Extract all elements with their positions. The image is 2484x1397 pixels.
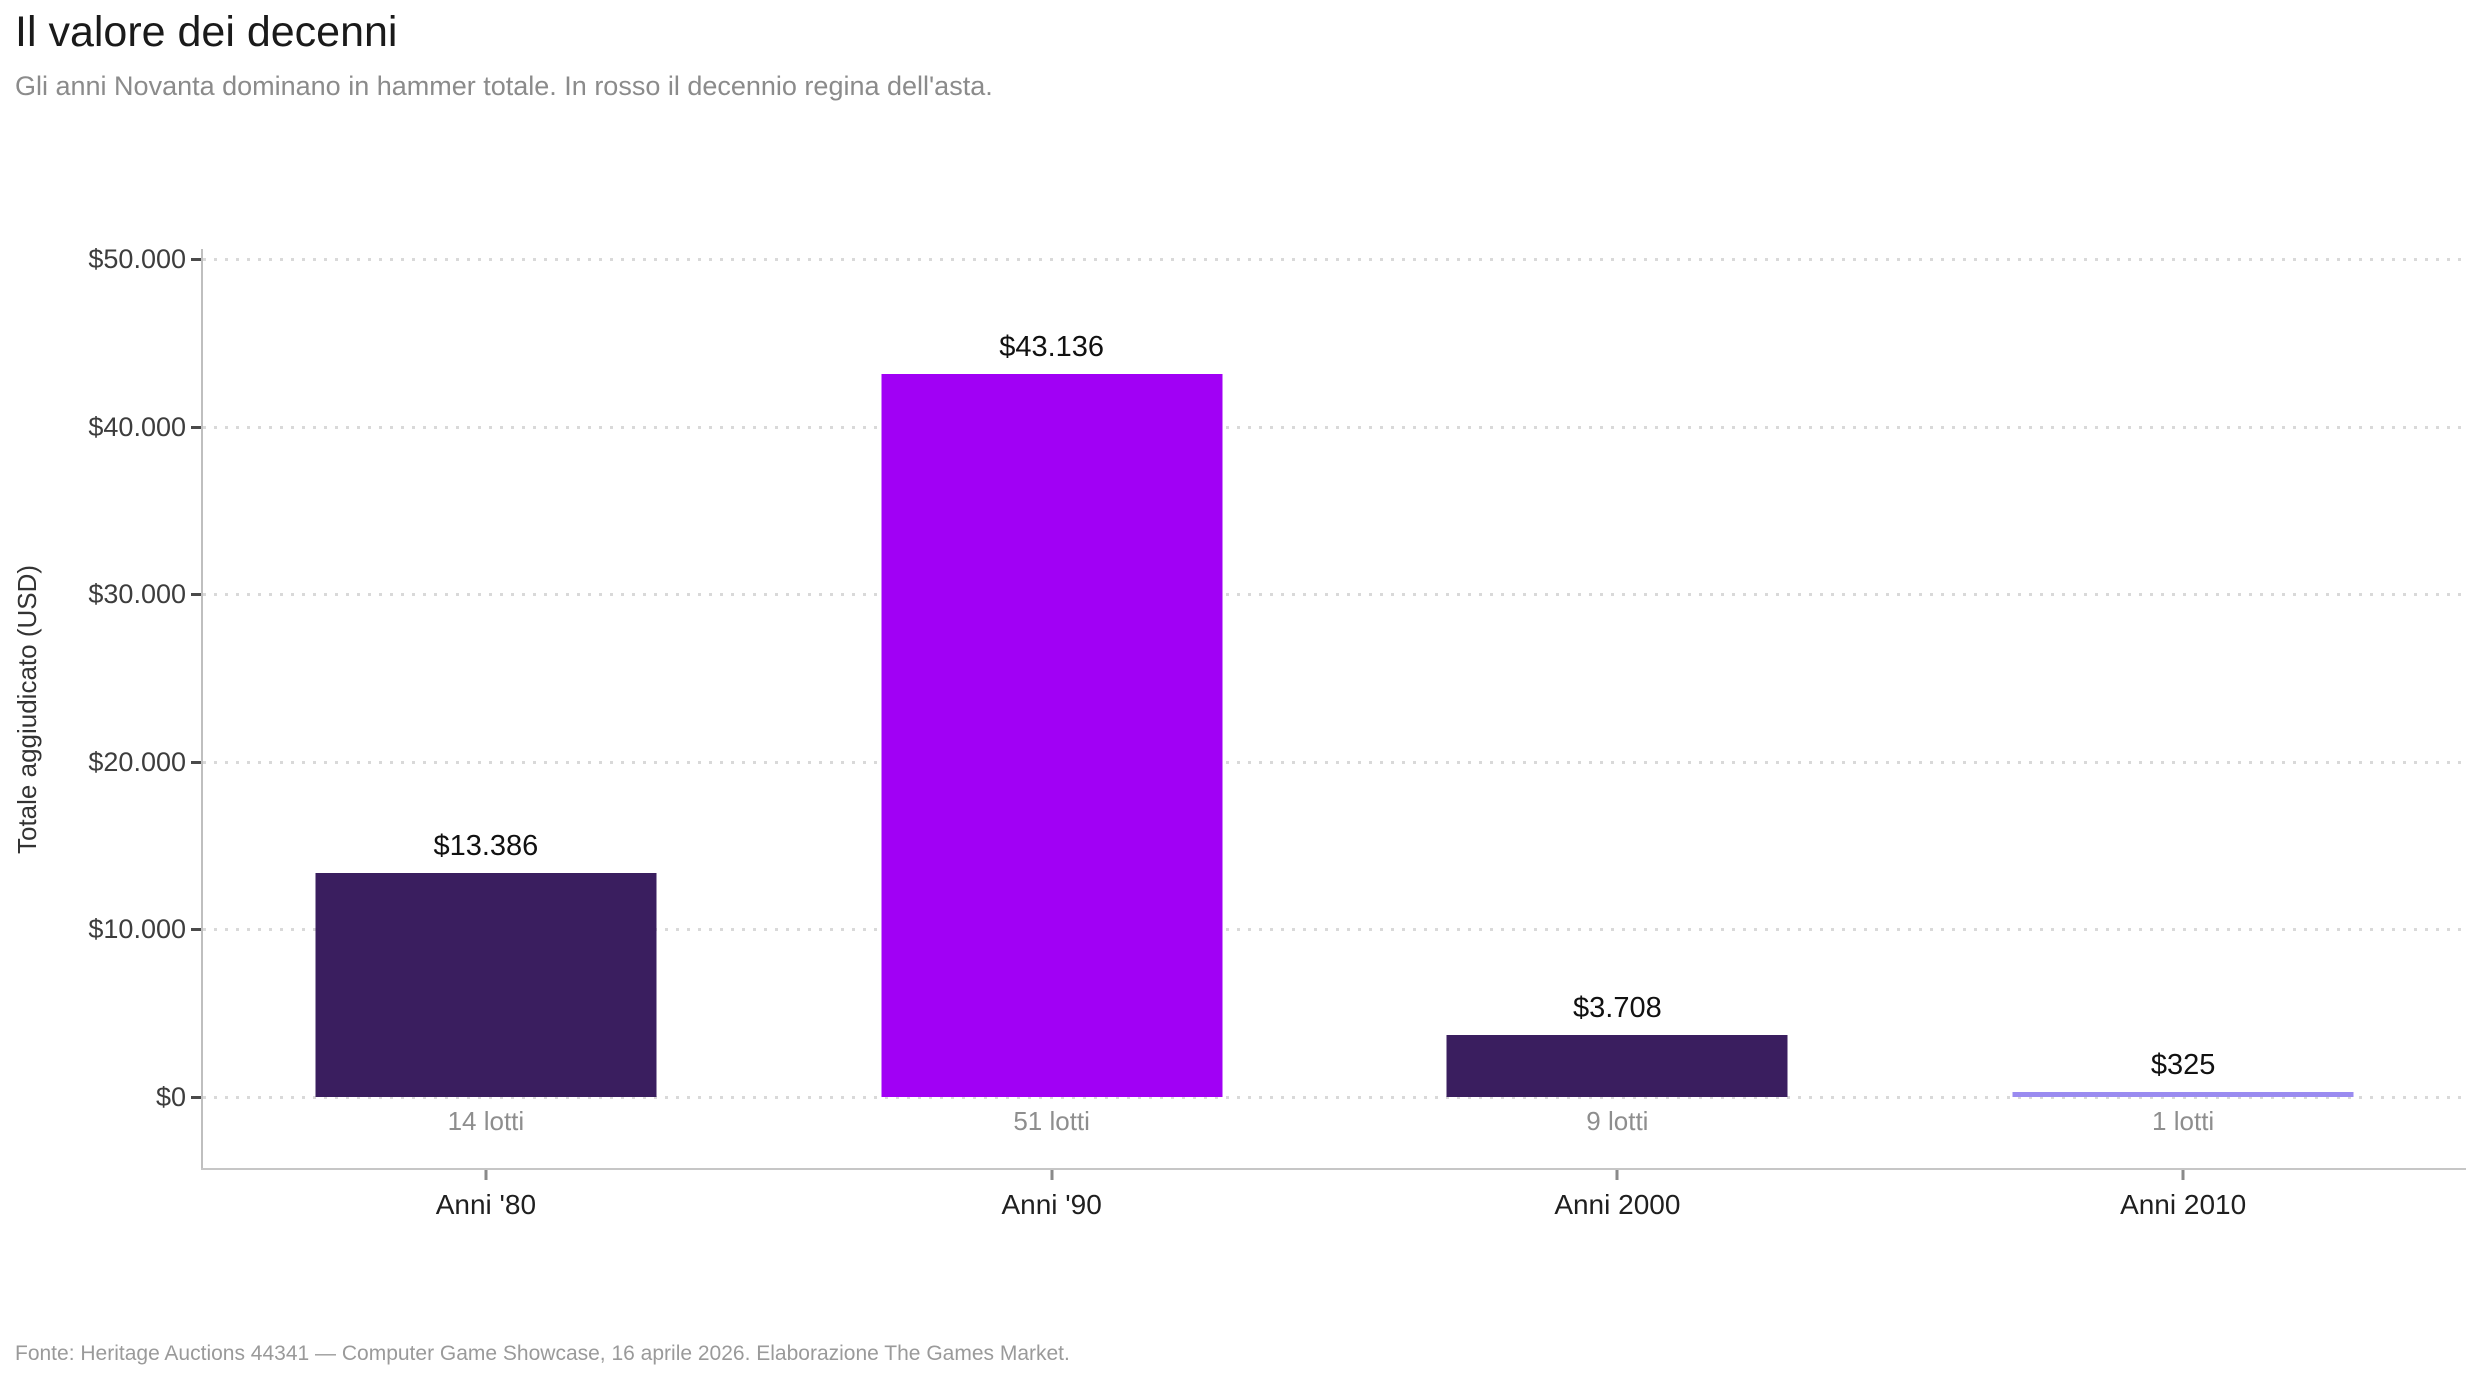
lot-count-label: 1 lotti [2152,1106,2215,1136]
bar-2 [881,374,1223,1097]
gridline [203,258,2464,261]
chart-header: Il valore dei decenni Gli anni Novanta d… [15,6,993,102]
y-tick-label: $0 [155,1082,186,1112]
bar-band: $325 1 lotti Anni 2010 [1900,249,2466,1220]
gridline [203,1096,2464,1099]
gridline [203,425,2464,429]
source-note: Fonte: Heritage Auctions 44341 — Compute… [15,1342,1070,1365]
bar-4 [2012,1092,2354,1097]
bar-value-label: $43.136 [999,331,1105,363]
category-label: Anni '80 [435,1189,537,1220]
y-axis-tick-mark [191,258,201,261]
y-tick-label: $30.000 [88,579,186,610]
category-label: Anni 2010 [2120,1189,2247,1220]
y-axis-tick-mark [191,593,201,597]
bar-3 [1446,1035,1788,1097]
y-tick-label: $20.000 [88,746,186,777]
bar-band: $13.386 14 lotti Anni '80 [203,249,769,1220]
gridline [203,928,2464,932]
bar-band: $43.136 51 lotti Anni '90 [769,249,1335,1220]
y-axis-line [201,249,203,1170]
category-label: Anni 2000 [1554,1189,1681,1220]
chart-subtitle: Gli anni Novanta dominano in hammer tota… [15,71,993,101]
bar-value-label: $13.386 [433,830,539,862]
gridline [203,760,2464,764]
y-axis-tick-mark [191,760,201,764]
bar-value-label: $3.708 [1573,992,1662,1024]
gridline [203,593,2464,597]
category-label: Anni '90 [1001,1189,1102,1220]
y-axis-tick-mark [191,1096,201,1099]
plot-area: $13.386 14 lotti Anni '80 $43.136 51 lotti An… [191,249,2466,1220]
y-axis-tick-mark [191,425,201,429]
lot-count-label: 9 lotti [1586,1106,1649,1136]
x-axis-tick-mark [484,1170,488,1180]
y-tick-label: $10.000 [88,914,186,945]
y-axis-tick-mark [191,928,201,932]
bar-band: $3.708 9 lotti Anni 2000 [1335,249,1901,1220]
lot-count-label: 14 lotti [447,1106,525,1136]
bar-value-label: $325 [2150,1049,2216,1081]
x-axis-tick-mark [1615,1170,1619,1180]
chart-title: Il valore dei decenni [15,8,398,56]
bar-bands: $13.386 14 lotti Anni '80 $43.136 51 lotti An… [203,249,2466,1220]
y-tick-labels: $0 $10.000 $20.000 $30.000 $40.000 $50.000 [0,244,186,1170]
lot-count-label: 51 lotti [1013,1106,1090,1136]
x-axis-line [201,1168,2466,1170]
x-axis-tick-mark [2181,1170,2185,1180]
x-axis-tick-mark [1050,1170,1054,1180]
bar-1 [315,873,657,1097]
y-tick-label: $40.000 [88,411,186,442]
y-tick-label: $50.000 [88,244,186,274]
